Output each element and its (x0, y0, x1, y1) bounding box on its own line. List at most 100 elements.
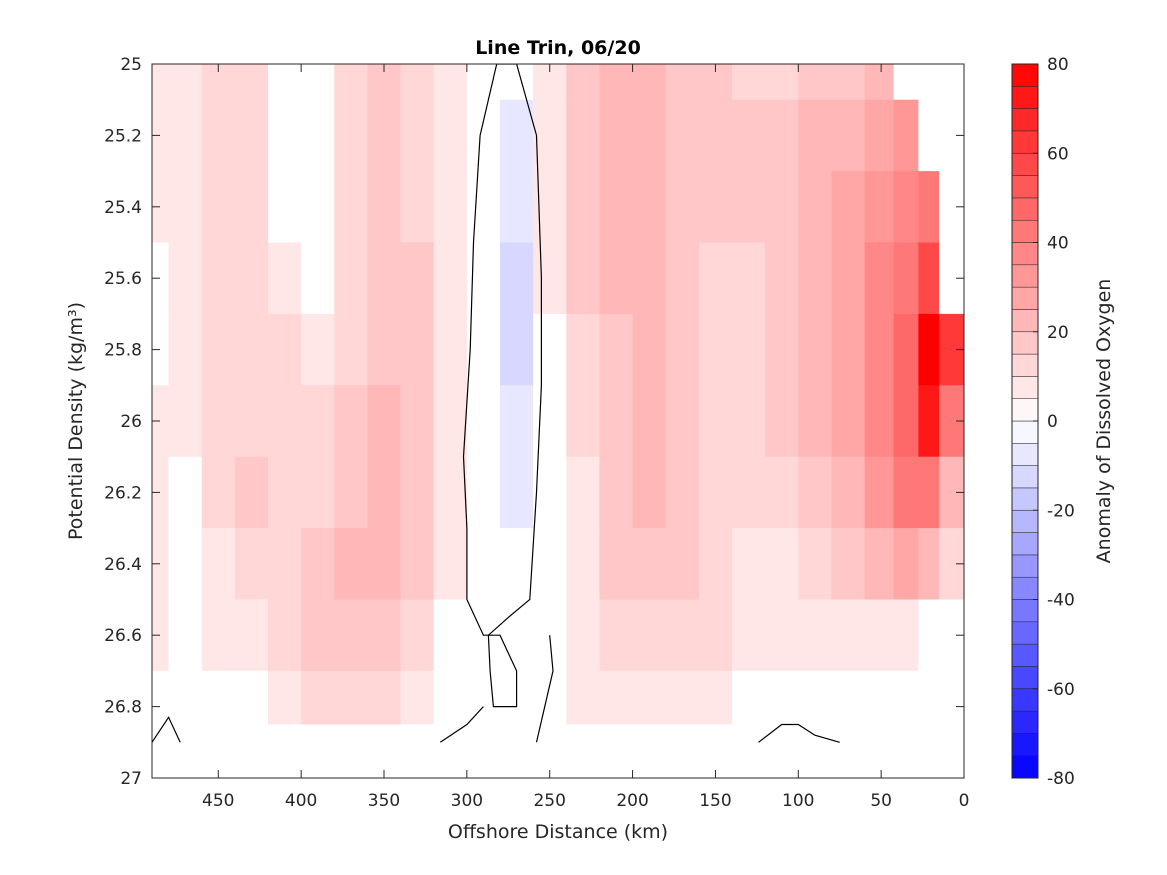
heatmap-cell (599, 313, 634, 386)
heatmap-cell (831, 64, 866, 101)
heatmap-cell (433, 599, 468, 672)
heatmap-cell (939, 670, 964, 725)
heatmap-cell (334, 670, 368, 725)
heatmap-cell (864, 99, 895, 172)
heatmap-cell (798, 313, 832, 386)
heatmap-cell (234, 171, 269, 244)
x-tick-label: 100 (782, 791, 814, 811)
heatmap-cell (268, 599, 302, 672)
heatmap-cell (893, 670, 920, 725)
heatmap-cell (798, 599, 832, 672)
colorbar-swatch (1011, 353, 1039, 377)
heatmap-cell (367, 171, 402, 244)
heatmap-cell (466, 385, 501, 458)
heatmap-cell (599, 724, 634, 778)
colorbar-label: Anomaly of Dissolved Oxygen (1093, 279, 1115, 564)
heatmap-cell (367, 456, 402, 529)
heatmap-cell (831, 456, 866, 529)
heatmap-cell (301, 99, 335, 172)
colorbar-swatch (1011, 264, 1039, 288)
colorbar-swatch (1011, 175, 1039, 199)
heatmap-cell (665, 64, 700, 101)
heatmap-cell (152, 99, 170, 172)
heatmap-cell (168, 724, 203, 778)
heatmap-cell (234, 599, 269, 672)
heatmap-cell (864, 599, 895, 672)
heatmap-cell (268, 64, 302, 101)
heatmap-cell (400, 724, 435, 778)
plot-area: 450 400 350 300 250 200 150 100 50 0 2525.225.425… (104, 55, 969, 811)
y-tick-label: 25.8 (104, 341, 142, 361)
zero-contour-line (758, 723, 840, 743)
heatmap-cell (632, 171, 667, 244)
colorbar-swatch (1011, 465, 1039, 489)
heatmap-cell (893, 724, 920, 778)
heatmap-cell (918, 670, 940, 725)
heatmap-cell (533, 99, 567, 172)
colorbar-swatch (1011, 398, 1039, 422)
heatmap-cell (367, 724, 402, 778)
colorbar-swatch (1011, 219, 1039, 243)
heatmap-cell (234, 385, 269, 458)
heatmap-cell (632, 242, 667, 315)
heatmap-cell (152, 528, 170, 601)
heatmap-cell (500, 99, 534, 172)
colorbar-swatch (1011, 63, 1039, 87)
heatmap-cell (367, 242, 402, 315)
heatmap-cell (918, 599, 940, 672)
heatmap-cell (466, 670, 501, 725)
heatmap-cell (599, 64, 634, 101)
heatmap-cell (334, 313, 368, 386)
heatmap-cell (367, 670, 402, 725)
heatmap-cell (798, 528, 832, 601)
heatmap-cell (152, 242, 170, 315)
heatmap-cell (334, 242, 368, 315)
x-tick-label: 450 (202, 791, 234, 811)
heatmap-cell (698, 99, 733, 172)
heatmap-cell (665, 99, 700, 172)
y-tick-label: 26.2 (104, 483, 142, 503)
heatmap-cell (893, 385, 920, 458)
heatmap-cell (301, 599, 335, 672)
heatmap-cell (599, 99, 634, 172)
y-axis-ticks: 25 25.2 25.4 25.6 25.8 26 26.2 26.4 26.6 26.8 27 (104, 55, 964, 789)
heatmap-cell (334, 171, 368, 244)
heatmap-cell (201, 456, 236, 529)
colorbar-swatch (1011, 576, 1039, 600)
heatmap-cell (893, 171, 920, 244)
heatmap-cell (918, 724, 940, 778)
heatmap-cell (798, 64, 832, 101)
heatmap-cell (168, 171, 203, 244)
heatmap-cell (698, 670, 733, 725)
heatmap-cell (466, 724, 501, 778)
x-tick-label: 0 (959, 791, 970, 811)
heatmap-cell (533, 242, 567, 315)
heatmap-cell (301, 313, 335, 386)
heatmap-cell (864, 313, 895, 386)
x-tick-label: 150 (699, 791, 731, 811)
heatmap-cell (918, 528, 940, 601)
heatmap-cell (698, 171, 733, 244)
heatmap-cell (698, 242, 733, 315)
heatmap-cell (566, 313, 600, 386)
colorbar-swatch (1011, 621, 1039, 645)
heatmap-cell (400, 456, 435, 529)
heatmap-cell (798, 385, 832, 458)
y-tick-label: 25 (120, 55, 142, 75)
heatmap-cell (831, 171, 866, 244)
heatmap-cell (334, 599, 368, 672)
heatmap-cell (765, 599, 799, 672)
colorbar-tick-label: 20 (1047, 323, 1069, 343)
heatmap-cell (831, 599, 866, 672)
x-tick-label: 200 (616, 791, 648, 811)
heatmap-cell (168, 313, 203, 386)
heatmap-cell (765, 313, 799, 386)
heatmap-cell (201, 528, 236, 601)
heatmap-cell (334, 99, 368, 172)
heatmap-cell (599, 528, 634, 601)
heatmap-cell (665, 313, 700, 386)
heatmap-cell (500, 456, 534, 529)
heatmap-cell (367, 599, 402, 672)
heatmap-cell (765, 385, 799, 458)
heatmap-cell (168, 242, 203, 315)
